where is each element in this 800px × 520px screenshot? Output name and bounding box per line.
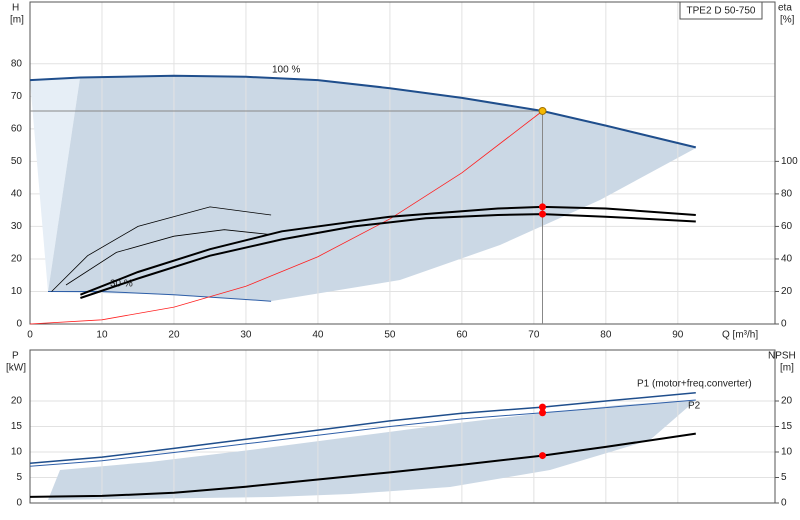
curve: [29, 399, 696, 467]
y-tick-label: 80: [11, 58, 23, 69]
x-tick-label: 40: [312, 330, 324, 341]
curve: [48, 291, 272, 302]
curve: [51, 206, 272, 292]
duty-point: [539, 210, 547, 218]
y-tick-label: 0: [16, 319, 22, 330]
y2-tick-label: 60: [781, 221, 793, 232]
y-tick-label: 15: [11, 421, 23, 432]
y2-tick-label: 40: [781, 254, 793, 265]
curve-label: P1 (motor+freq.converter): [637, 379, 752, 390]
y2-tick-label: 10: [781, 447, 793, 458]
y-tick-label: 60: [11, 123, 23, 134]
y2-tick-label: 80: [781, 189, 793, 200]
y2-tick-label: 20: [781, 396, 793, 407]
speed-range-light: [30, 78, 80, 292]
y2-tick-label: 5: [781, 472, 787, 483]
duty-point: [539, 409, 547, 417]
x-tick-label: 20: [168, 330, 180, 341]
y2-axis-label: NPSH: [768, 351, 796, 362]
curve: [29, 392, 696, 464]
top-plot-frame: [29, 1, 776, 325]
x-tick-label: 50: [384, 330, 396, 341]
curve-label: 100 %: [272, 65, 300, 76]
y-tick-label: 20: [11, 396, 23, 407]
curve: [29, 110, 543, 325]
duty-point: [539, 403, 547, 411]
y-axis-unit: [kW]: [6, 363, 26, 374]
duty-point: [539, 452, 547, 460]
curve: [29, 432, 696, 498]
curve-label: P2: [688, 401, 701, 412]
y-tick-label: 20: [11, 254, 23, 265]
curve: [65, 229, 272, 286]
y-tick-label: 50: [11, 156, 23, 167]
curve: [80, 213, 696, 299]
y-tick-label: 40: [11, 189, 23, 200]
curve: [29, 74, 697, 149]
y2-tick-label: 0: [781, 498, 787, 509]
duty-point: [538, 106, 547, 115]
y2-tick-label: 100: [781, 156, 798, 167]
y2-tick-label: 0: [781, 319, 787, 330]
y2-tick-label: 15: [781, 421, 793, 432]
y-tick-label: 10: [11, 286, 23, 297]
power-range: [48, 400, 696, 500]
y-axis-label: H: [12, 3, 19, 14]
x-tick-label: 70: [528, 330, 540, 341]
x-tick-label: 90: [672, 330, 684, 341]
y-axis-unit: [m]: [10, 15, 24, 26]
chart-title: TPE2 D 50-750: [687, 6, 756, 17]
operating-range: [48, 76, 696, 301]
x-tick-label: 10: [96, 330, 108, 341]
x-tick-label: 60: [456, 330, 468, 341]
curve: [80, 205, 696, 296]
y-tick-label: 5: [16, 472, 22, 483]
y2-axis-unit: [m]: [780, 363, 794, 374]
x-tick-label: 80: [600, 330, 612, 341]
x-axis-label: Q [m³/h]: [722, 330, 758, 341]
y-tick-label: 70: [11, 91, 23, 102]
x-tick-label: 0: [27, 330, 33, 341]
title-box: [679, 1, 763, 20]
y-tick-label: 10: [11, 447, 23, 458]
y2-tick-label: 20: [781, 286, 793, 297]
y2-axis-unit: [%]: [780, 15, 795, 26]
y-axis-label: P: [12, 351, 19, 362]
y-tick-label: 30: [11, 221, 23, 232]
y-tick-label: 0: [16, 498, 22, 509]
duty-point: [539, 203, 547, 211]
x-tick-label: 30: [240, 330, 252, 341]
y2-axis-label: eta: [778, 3, 792, 14]
